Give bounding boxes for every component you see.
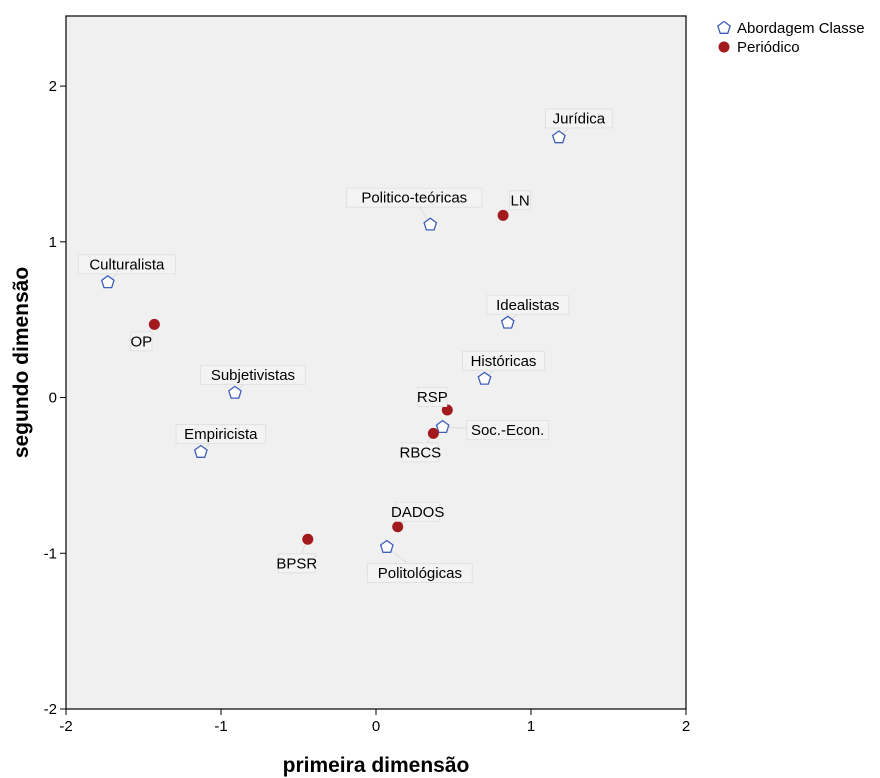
point-label-box [130,331,153,352]
point-dados [392,521,404,533]
x-tick-label: -2 [59,718,72,735]
y-axis-title: segundo dimensão [10,267,33,458]
legend-label: Periódico [737,39,800,56]
x-tick-label: 2 [682,718,690,735]
point-label-ln: LN [511,192,530,209]
point-label-dados: DADOS [391,504,444,521]
point-label-soc-econ: Soc.-Econ. [471,422,544,439]
point-label-box [417,386,448,407]
axes: -2 -1 0 1 2 -2 -1 0 1 2 [44,78,691,735]
point-label-jur-dica: Jurídica [553,110,606,127]
point-label-box [200,364,306,385]
point-label-box [366,563,473,584]
legend-item: Periódico [718,39,800,56]
point-jur-dica [551,130,566,144]
point-label-box [401,442,440,463]
point-label-box [346,187,483,208]
point-empiricista [193,444,208,458]
y-tick-label: 0 [49,390,57,407]
point-hist-ricas [477,371,492,385]
point-label-rsp: RSP [417,389,448,406]
y-tick-label: -1 [44,545,57,562]
point-rsp [441,404,453,416]
point-label-op: OP [131,333,153,350]
point-subjetivistas [228,385,242,399]
point-op [148,318,160,330]
point-label-box [77,254,176,275]
point-label-politico-te-ricas: Politico-teóricas [361,190,467,207]
point-bpsr [302,533,314,545]
legend-pentagon-icon [717,20,731,34]
point-label-box [175,424,267,445]
x-tick-label: 0 [372,718,380,735]
plot-area [65,15,687,710]
point-label-box [466,420,550,441]
x-axis-title: primeira dimensão [283,754,470,777]
point-culturalista [100,274,115,289]
point-politol-gicas [379,539,394,553]
point-label-empiricista: Empiricista [184,426,258,443]
point-label-box [462,350,545,371]
point-label-box [278,553,316,574]
legend-label: Abordagem Classe [737,20,865,37]
point-label-box [395,501,441,522]
data-points [100,130,566,553]
point-label-rbcs: RBCS [400,444,442,461]
x-tick-label: 1 [527,718,535,735]
point-soc-econ [435,419,450,434]
point-label-box [486,294,570,315]
point-label-hist-ricas: Históricas [471,353,537,370]
point-label-politol-gicas: Politológicas [378,565,462,582]
point-label-bpsr: BPSR [276,555,317,572]
legend: Abordagem Classe Periódico [717,20,865,56]
point-rbcs [427,427,439,439]
point-ln [497,209,509,221]
point-label-subjetivistas: Subjetivistas [211,367,295,384]
y-tick-label: 1 [49,234,57,251]
x-tick-label: -1 [214,718,227,735]
point-label-box [509,190,532,211]
point-labels: Jurídica Politico-teóricas Culturalista Ide… [77,108,613,584]
y-tick-label: 2 [49,78,57,95]
point-label-culturalista: Culturalista [89,256,165,273]
point-label-box [545,108,613,129]
point-politico-te-ricas [423,217,438,231]
point-idealistas [500,315,515,329]
point-label-idealistas: Idealistas [496,297,559,314]
legend-item: Abordagem Classe [717,20,865,37]
legend-circle-icon [718,41,730,53]
y-tick-label: -2 [44,701,57,718]
